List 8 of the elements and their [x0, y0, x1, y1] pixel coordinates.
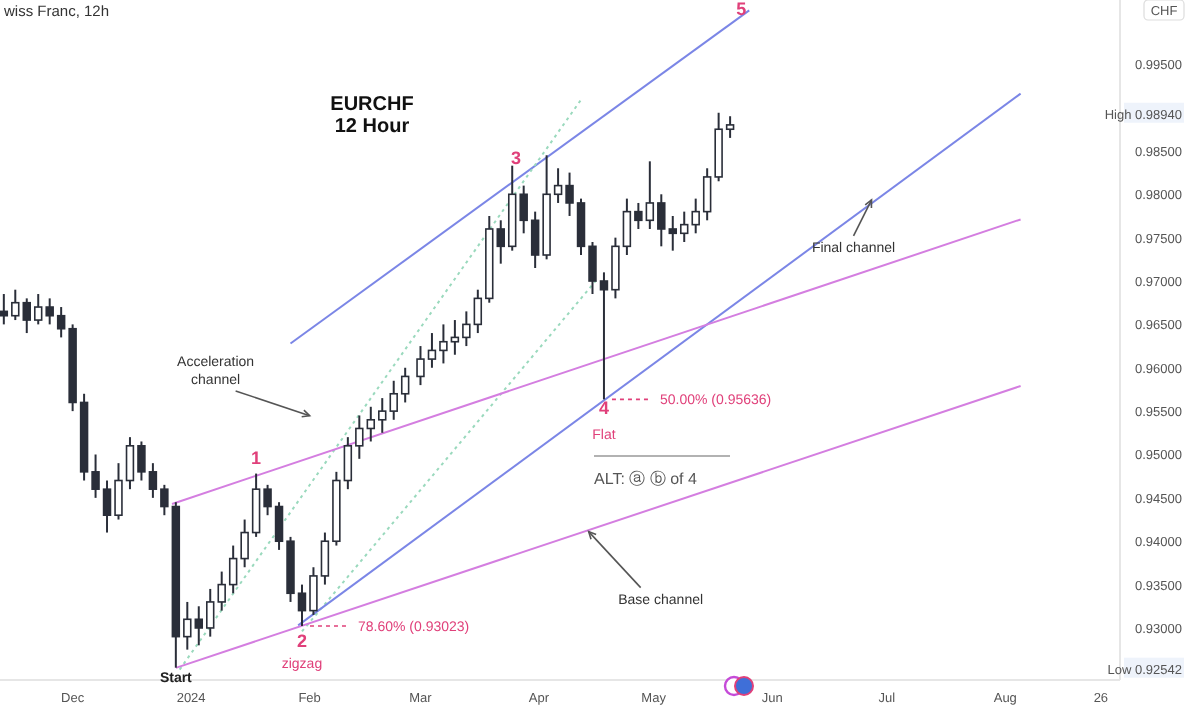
annotation: 1 [251, 448, 262, 469]
annotation: 5 [736, 0, 747, 20]
annotation: 2 [296, 630, 307, 651]
annotation: 3 [511, 148, 522, 169]
annotation: 4 [598, 398, 609, 419]
annotation: ALT: ⓐ ⓑ of 4 [594, 470, 698, 488]
text: EURCHF [330, 94, 414, 116]
text: 12 Hour [334, 116, 410, 138]
